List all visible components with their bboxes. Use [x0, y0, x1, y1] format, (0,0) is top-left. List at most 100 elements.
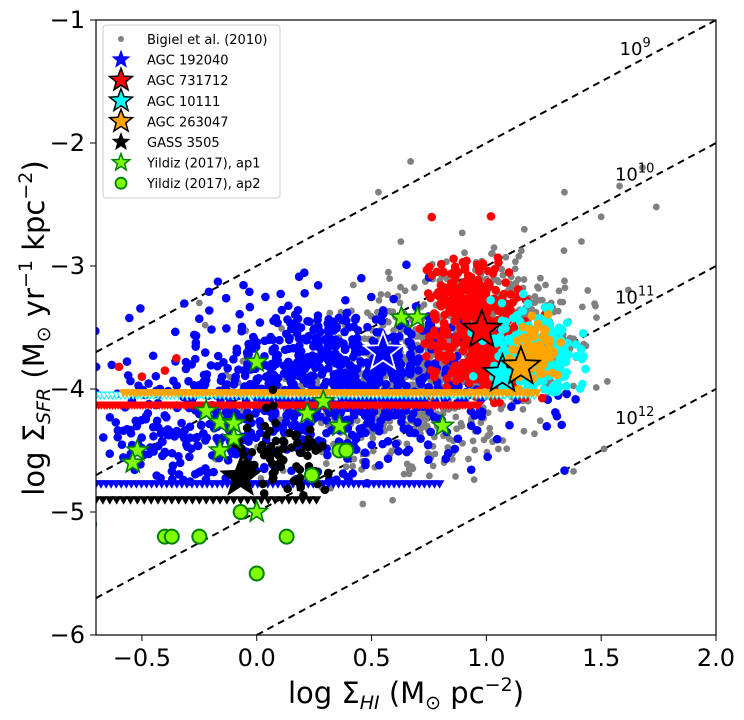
data-point	[395, 332, 404, 341]
data-point	[511, 265, 519, 273]
data-point	[394, 351, 403, 361]
data-point	[266, 363, 275, 373]
depletion-label: 1011	[615, 285, 654, 309]
data-point	[363, 322, 372, 332]
data-point	[561, 284, 569, 292]
data-point	[491, 285, 500, 295]
data-point	[229, 355, 238, 364]
data-point	[229, 380, 239, 389]
y-axis-label-sub: SFR	[33, 388, 55, 424]
legend-marker	[111, 49, 131, 68]
data-point	[436, 259, 446, 269]
data-point	[261, 372, 271, 382]
upper-limit-marker	[434, 480, 445, 489]
data-point	[185, 452, 194, 462]
legend-label: Yildiz (2017), ap2	[146, 177, 261, 192]
data-point	[323, 319, 333, 328]
data-point	[323, 450, 332, 460]
y-tick-label: −3	[50, 252, 85, 280]
data-point	[107, 360, 117, 370]
data-point	[459, 340, 468, 349]
data-point	[592, 384, 600, 391]
yildiz-ap2-point	[163, 528, 180, 545]
data-point	[402, 260, 411, 270]
data-point	[536, 417, 544, 425]
yildiz-ap1-point	[221, 424, 247, 449]
data-point	[535, 340, 544, 350]
data-point	[239, 280, 248, 290]
data-point	[282, 410, 291, 420]
data-point	[470, 476, 478, 484]
data-point	[495, 398, 504, 407]
yildiz-ap1-point	[207, 408, 233, 433]
data-point	[194, 314, 204, 324]
data-point	[261, 292, 270, 302]
data-point	[571, 395, 580, 404]
upper-limit-marker	[208, 496, 218, 505]
upper-limit-marker	[532, 389, 542, 398]
data-point	[375, 188, 382, 196]
x-tick-label: 2.0	[697, 644, 735, 672]
data-point	[545, 319, 555, 329]
data-point	[322, 460, 330, 467]
y-axis-label-yr-exp: −1	[15, 260, 37, 288]
depletion-label-exp: 12	[638, 405, 655, 420]
data-point	[603, 378, 611, 385]
x-tick-label: 1.0	[467, 644, 505, 672]
data-point	[423, 440, 433, 449]
data-point	[172, 353, 181, 363]
data-point	[427, 341, 436, 350]
y-tick-label: −4	[50, 375, 85, 403]
data-point	[457, 419, 465, 427]
x-axis-label-close: )	[513, 676, 524, 710]
upper-limit-marker	[166, 496, 177, 505]
data-point	[561, 188, 568, 196]
data-point	[187, 444, 196, 453]
data-point	[424, 450, 432, 457]
upper-limit-marker	[132, 496, 143, 505]
data-point	[458, 346, 468, 356]
data-point	[575, 384, 585, 393]
data-point	[203, 468, 213, 478]
data-point	[425, 407, 434, 416]
yildiz-ap1-point	[207, 437, 233, 462]
data-point	[201, 321, 209, 329]
data-point	[331, 335, 340, 344]
data-point	[113, 426, 123, 435]
data-point	[449, 254, 458, 264]
data-point	[76, 406, 85, 415]
data-point	[258, 440, 267, 450]
x-axis-label-sub: HI	[360, 692, 380, 714]
upper-limit-marker	[98, 496, 108, 505]
data-point	[470, 352, 479, 362]
data-point	[392, 410, 401, 420]
data-point	[581, 364, 590, 374]
data-point	[406, 338, 415, 348]
data-point	[280, 345, 290, 355]
data-point	[299, 422, 309, 431]
yildiz-ap2-point	[278, 528, 295, 545]
data-point	[277, 305, 287, 315]
data-point	[219, 358, 228, 367]
data-point	[361, 411, 371, 421]
data-point	[167, 448, 177, 458]
x-axis-label-main: log Σ	[288, 676, 360, 710]
series-yildiz-ap1	[120, 304, 456, 523]
data-point	[515, 252, 523, 260]
legend-marker	[111, 132, 131, 151]
data-point	[295, 341, 304, 351]
data-point	[313, 280, 323, 290]
y-axis-label-kpc: kpc	[17, 200, 51, 260]
data-point	[453, 434, 463, 443]
legend-label: AGC 192040	[147, 54, 229, 69]
legend-label: Yildiz (2017), ap1	[146, 157, 261, 172]
data-point	[341, 344, 350, 353]
data-point	[407, 330, 416, 339]
data-point	[276, 289, 285, 299]
data-point	[494, 334, 504, 343]
data-point	[96, 326, 100, 336]
upper-limit-marker	[242, 496, 253, 505]
data-point	[192, 432, 202, 442]
data-point	[414, 366, 423, 375]
data-point	[160, 447, 170, 457]
